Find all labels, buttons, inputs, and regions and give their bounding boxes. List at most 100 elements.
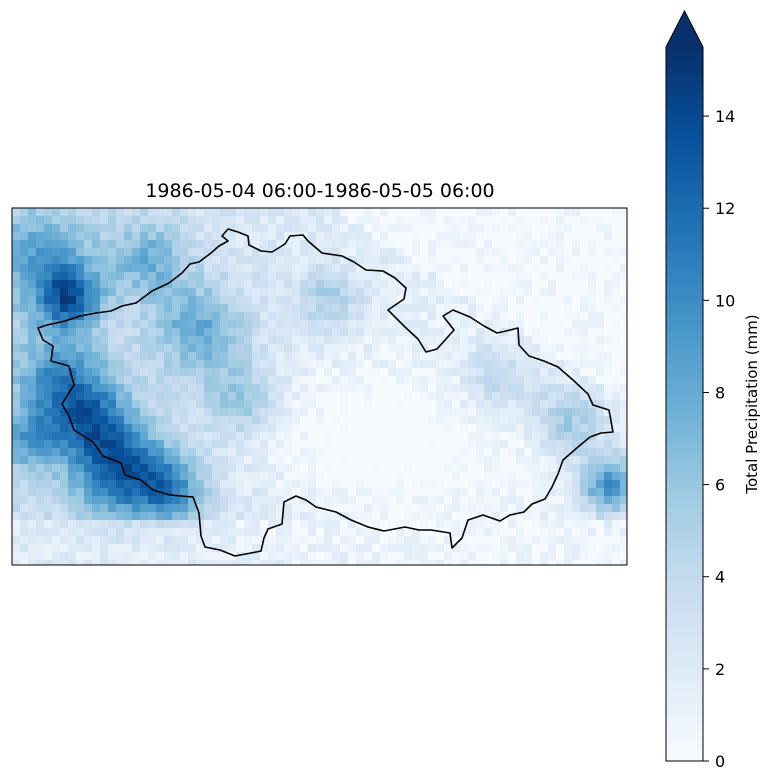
precip-cell — [380, 512, 389, 521]
precip-cell — [604, 224, 613, 233]
precip-cell — [332, 368, 341, 377]
precip-cell — [308, 352, 317, 361]
precip-cell — [620, 504, 627, 513]
precip-cell — [52, 344, 61, 353]
precip-cell — [324, 384, 333, 393]
precip-cell — [556, 248, 565, 257]
precip-cell — [460, 352, 469, 361]
precip-cell — [60, 320, 69, 329]
precip-cell — [532, 504, 541, 513]
precip-cell — [484, 272, 493, 281]
precip-cell — [588, 520, 597, 529]
precip-cell — [484, 536, 493, 545]
precip-cell — [260, 360, 269, 369]
precip-cell — [572, 384, 581, 393]
precip-cell — [260, 296, 269, 305]
precip-cell — [12, 424, 21, 433]
precip-cell — [612, 560, 621, 565]
precip-cell — [276, 424, 285, 433]
precip-cell — [284, 272, 293, 281]
precip-cell — [476, 264, 485, 273]
precip-cell — [220, 496, 229, 505]
precip-cell — [564, 472, 573, 481]
precip-cell — [356, 456, 365, 465]
precip-cell — [556, 384, 565, 393]
precip-cell — [148, 448, 157, 457]
precip-cell — [212, 256, 221, 265]
precip-cell — [572, 248, 581, 257]
precip-cell — [132, 448, 141, 457]
precip-cell — [52, 408, 61, 417]
precip-cell — [28, 240, 37, 249]
precip-cell — [108, 480, 117, 489]
precip-cell — [28, 536, 37, 545]
precip-cell — [372, 296, 381, 305]
precip-cell — [532, 400, 541, 409]
precip-cell — [308, 232, 317, 241]
precip-cell — [276, 208, 285, 217]
precip-cell — [180, 320, 189, 329]
precip-cell — [572, 336, 581, 345]
precip-cell — [364, 496, 373, 505]
precip-cell — [180, 456, 189, 465]
precip-cell — [380, 416, 389, 425]
precip-cell — [404, 216, 413, 225]
precip-cell — [532, 536, 541, 545]
precip-cell — [500, 304, 509, 313]
precip-cell — [580, 344, 589, 353]
precip-cell — [364, 536, 373, 545]
precip-cell — [516, 264, 525, 273]
precip-cell — [548, 416, 557, 425]
precip-cell — [436, 272, 445, 281]
precip-cell — [276, 528, 285, 537]
precip-cell — [60, 552, 69, 561]
precip-cell — [348, 264, 357, 273]
precip-cell — [324, 352, 333, 361]
precip-cell — [164, 288, 173, 297]
precip-cell — [428, 336, 437, 345]
precip-cell — [492, 408, 501, 417]
precip-cell — [516, 304, 525, 313]
precip-cell — [212, 304, 221, 313]
precip-cell — [204, 456, 213, 465]
precip-cell — [308, 272, 317, 281]
precip-cell — [204, 376, 213, 385]
precip-cell — [204, 352, 213, 361]
precip-cell — [428, 472, 437, 481]
precip-cell — [124, 416, 133, 425]
precip-cell — [548, 208, 557, 217]
precip-cell — [604, 248, 613, 257]
precip-cell — [172, 520, 181, 529]
precip-cell — [612, 216, 621, 225]
precip-cell — [364, 464, 373, 473]
precip-cell — [428, 376, 437, 385]
precip-cell — [404, 328, 413, 337]
precip-cell — [284, 208, 293, 217]
precip-cell — [612, 280, 621, 289]
precip-cell — [236, 304, 245, 313]
precip-cell — [308, 416, 317, 425]
precip-cell — [140, 480, 149, 489]
precip-cell — [604, 544, 613, 553]
precip-cell — [572, 360, 581, 369]
precip-cell — [132, 344, 141, 353]
precip-cell — [612, 376, 621, 385]
precip-cell — [444, 544, 453, 553]
precip-cell — [228, 456, 237, 465]
precip-cell — [116, 232, 125, 241]
precip-cell — [44, 272, 53, 281]
precip-cell — [356, 560, 365, 565]
precip-cell — [12, 264, 21, 273]
precip-cell — [516, 496, 525, 505]
precip-cell — [292, 344, 301, 353]
precip-cell — [132, 416, 141, 425]
precip-cell — [28, 352, 37, 361]
precip-cell — [260, 520, 269, 529]
precip-cell — [244, 480, 253, 489]
precip-cell — [484, 424, 493, 433]
precip-cell — [188, 400, 197, 409]
precip-cell — [52, 264, 61, 273]
precip-cell — [20, 472, 29, 481]
precip-cell — [356, 384, 365, 393]
precip-cell — [316, 440, 325, 449]
